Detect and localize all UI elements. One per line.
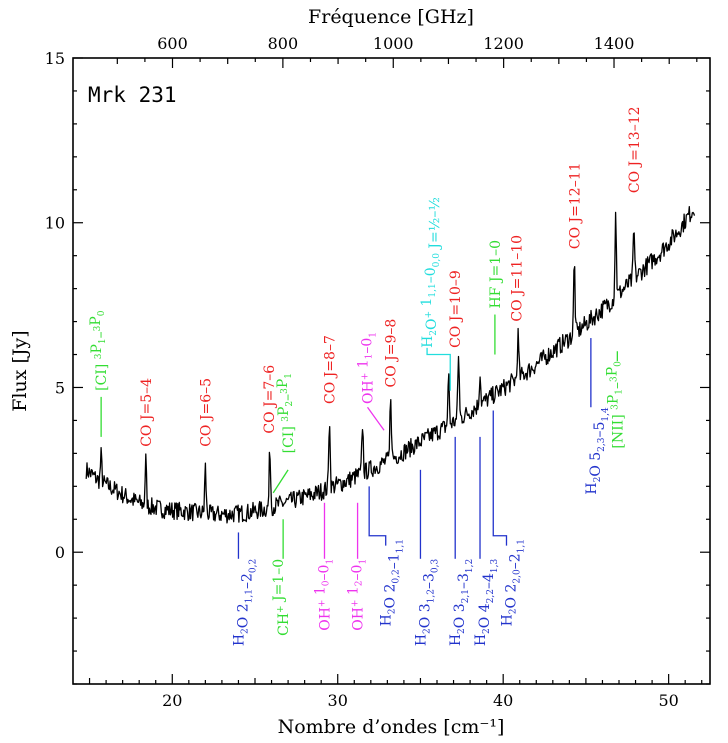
y-tick-label: 10 [45, 214, 65, 233]
label-leader [272, 469, 289, 494]
line-label: CO J=13–12 [627, 106, 643, 193]
spectrum [85, 206, 696, 524]
spectrum-line [85, 206, 696, 524]
line-label: OH+ 12–01 [346, 502, 369, 631]
line-label-text: H2O 42,2–41,3 [473, 559, 500, 647]
line-label: H2O 22,0–21,1 [492, 410, 526, 626]
line-label: CO J=7–6 [262, 365, 278, 434]
x-tick-label: 30 [328, 691, 348, 710]
line-label: OH+ 11–01 [356, 332, 385, 431]
line-label-text: OH+ 11–01 [356, 332, 379, 404]
y-axis-label: Flux [Jy] [9, 330, 31, 411]
line-label: CO J=9–8 [384, 319, 400, 388]
line-label: H2O+ 11,1–00,0 J=½–½ [419, 197, 451, 391]
top-tick-label: 1400 [594, 34, 635, 53]
line-label: CO J=12–11 [567, 162, 583, 249]
line-label-text: H2O 20,2–11,1 [379, 539, 406, 626]
line-label: [NII] 3P1–3P0 [604, 351, 626, 449]
top-tick-label: 600 [157, 34, 188, 53]
label-leader [492, 410, 508, 546]
line-label: HF J=1–0 [488, 240, 504, 355]
line-label: CO J=11–10 [509, 235, 525, 322]
y-tick-label: 0 [55, 543, 65, 562]
label-leader [366, 406, 385, 431]
y-tick-label: 5 [55, 378, 65, 397]
line-label-text: CO J=8–7 [322, 335, 338, 404]
x-axis-label: Nombre d’ondes [cm⁻¹] [278, 716, 505, 738]
line-label-text: CO J=11–10 [509, 235, 525, 322]
line-label: H2O 42,2–41,3 [473, 436, 500, 647]
line-label-text: [CI] 3P1–3P0 [88, 310, 110, 391]
line-label: H2O 21,1–20,2 [231, 532, 258, 646]
line-label: H2O 31,2–30,3 [413, 469, 440, 647]
line-label-text: CO J=13–12 [627, 106, 643, 193]
line-label-text: H2O 21,1–20,2 [231, 559, 258, 646]
line-label-text: CO J=9–8 [384, 319, 400, 388]
line-label: [CI] 3P2–3P1 [272, 373, 297, 494]
line-label-text: CO J=6–5 [198, 378, 214, 447]
top-tick-label: 1000 [373, 34, 414, 53]
line-label: CO J=6–5 [198, 378, 214, 447]
line-label-text: CO J=10–9 [448, 270, 464, 348]
x-tick-label: 20 [162, 691, 182, 710]
axes: 20 30 40 50 0 5 10 15 600 800 1000 1200 1400 [45, 34, 710, 710]
top-tick-label: 1200 [483, 34, 524, 53]
y-tick-label: 15 [45, 49, 65, 68]
line-label-text: [CI] 3P2–3P1 [275, 373, 297, 453]
line-label-text: OH+ 12–01 [346, 559, 369, 631]
label-leader [368, 486, 387, 546]
line-label: [CI] 3P1–3P0 [88, 310, 110, 437]
line-label-text: CO J=7–6 [262, 365, 278, 434]
top-tick-label: 800 [268, 34, 299, 53]
line-label-text: H2O 32,1–31,2 [448, 559, 475, 646]
line-label: CO J=8–7 [322, 335, 338, 404]
line-label-text: H2O 52,3–51,4 [584, 407, 611, 495]
line-labels: [CI] 3P1–3P0 CO J=5–4 CO J=6–5 CO J=7–6[CI]… [88, 106, 643, 646]
line-label-text: H2O+ 11,1–00,0 J=½–½ [419, 197, 443, 348]
x-tick-label: 50 [658, 691, 678, 710]
line-label-text: HF J=1–0 [488, 240, 504, 309]
line-label-text: CH+ J=1–0 [271, 559, 292, 636]
line-label-text: [NII] 3P1–3P0 [604, 361, 626, 449]
line-label-text: H2O 22,0–21,1 [499, 539, 526, 626]
plot-frame [72, 57, 711, 685]
top-axis-label: Fréquence [GHz] [308, 6, 474, 28]
line-label-text: OH+ 10–01 [312, 559, 335, 631]
line-label: H2O 20,2–11,1 [368, 486, 406, 626]
line-label: CH+ J=1–0 [271, 519, 292, 636]
line-label: CO J=5–4 [139, 378, 155, 447]
label-leader [426, 347, 451, 391]
x-tick-label: 40 [493, 691, 513, 710]
line-label-text: CO J=5–4 [139, 378, 155, 447]
object-name: Mrk 231 [88, 83, 177, 107]
line-label: OH+ 10–01 [312, 502, 335, 631]
line-label: H2O 32,1–31,2 [448, 436, 475, 646]
line-label: CO J=10–9 [448, 270, 464, 348]
line-label-text: CO J=12–11 [567, 162, 583, 249]
line-label-text: H2O 31,2–30,3 [413, 559, 440, 647]
line-label: H2O 52,3–51,4 [584, 338, 611, 495]
